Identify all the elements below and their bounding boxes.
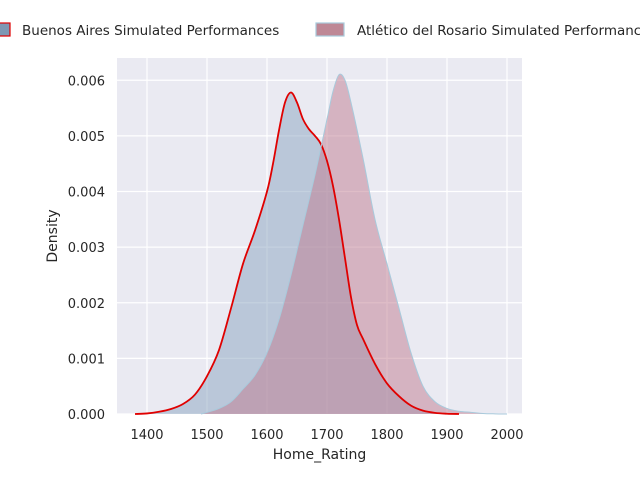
y-tick-labels: 0.000 0.001 0.002 0.003 0.004 0.005 0.006 [68, 74, 105, 423]
x-tick-label: 1600 [250, 428, 283, 443]
y-tick-label: 0.003 [68, 241, 105, 256]
legend-swatch-buenos-aires [0, 22, 11, 37]
density-fills [135, 74, 507, 415]
x-tick-label: 1900 [430, 428, 463, 443]
x-tick-labels: 1400 1500 1600 1700 1800 1900 2000 [130, 428, 523, 443]
density-lines [134, 73, 508, 415]
legend: Buenos Aires Simulated Performances Atlé… [0, 22, 640, 39]
x-axis-label: Home_Rating [273, 447, 366, 463]
x-tick-label: 1800 [370, 428, 403, 443]
density-line-buenos-aires [134, 91, 460, 415]
x-tick-label: 1400 [130, 428, 163, 443]
y-tick-label: 0.006 [68, 74, 105, 89]
y-tick-label: 0.004 [68, 186, 105, 201]
y-tick-label: 0.001 [68, 352, 105, 367]
y-axis-label: Density [45, 209, 61, 262]
density-line-rosario [200, 73, 508, 415]
y-tick-label: 0.002 [68, 297, 105, 312]
y-tick-label: 0.000 [68, 408, 105, 423]
legend-swatch-rosario [315, 22, 345, 37]
x-tick-label: 1700 [310, 428, 343, 443]
legend-label-buenos-aires: Buenos Aires Simulated Performances [22, 23, 279, 39]
y-tick-label: 0.005 [68, 130, 105, 145]
density-area-rosario [201, 74, 507, 415]
legend-label-rosario: Atlético del Rosario Simulated Performan… [357, 23, 640, 39]
x-tick-label: 2000 [490, 428, 523, 443]
x-tick-label: 1500 [190, 428, 223, 443]
